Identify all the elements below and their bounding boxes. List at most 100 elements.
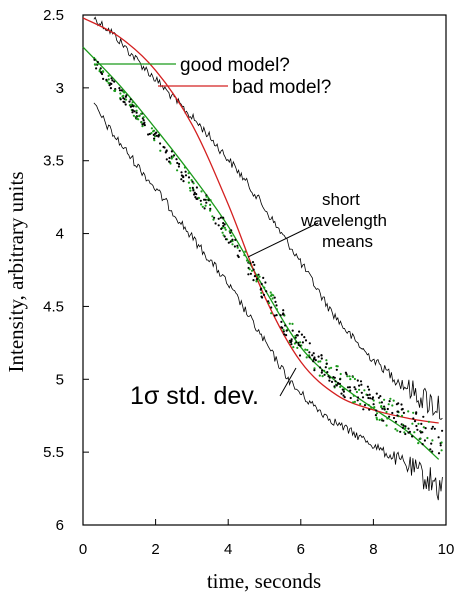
data-point [407, 431, 410, 434]
data-point [204, 204, 207, 207]
data-point [355, 390, 358, 394]
data-point [150, 132, 153, 135]
data-point [274, 300, 277, 303]
data-point [317, 355, 320, 358]
data-point [375, 416, 378, 419]
data-point [170, 150, 173, 153]
data-point [366, 385, 369, 388]
data-point [363, 404, 367, 407]
data-point [93, 56, 96, 60]
x-axis-ticks: 0 2 4 6 8 10 [79, 519, 454, 558]
data-point [180, 178, 183, 181]
data-point [367, 396, 370, 400]
data-point [132, 114, 135, 117]
data-point [270, 293, 273, 296]
data-point [412, 411, 415, 414]
lower-band-line [93, 102, 443, 501]
data-point [252, 268, 255, 271]
data-point [348, 375, 351, 378]
data-point [204, 198, 207, 201]
data-point [404, 425, 407, 428]
data-point [217, 217, 220, 220]
data-point [191, 180, 194, 183]
data-point [337, 382, 340, 385]
data-point [187, 181, 190, 184]
data-point [119, 98, 122, 101]
data-point [353, 377, 356, 381]
data-point [197, 196, 201, 200]
data-point [236, 244, 239, 247]
data-point [195, 197, 198, 200]
data-point [326, 371, 329, 374]
data-point [377, 396, 380, 399]
data-point [269, 291, 272, 294]
data-point [335, 365, 338, 368]
data-point [289, 341, 292, 344]
data-point [187, 172, 190, 175]
data-point [404, 427, 407, 430]
data-point [396, 429, 399, 432]
data-point [352, 401, 355, 404]
data-point [110, 82, 113, 85]
data-point [323, 369, 326, 372]
data-point [107, 74, 110, 77]
data-point [135, 111, 138, 114]
data-point [285, 334, 288, 337]
data-point [352, 394, 355, 397]
data-point [273, 314, 276, 317]
data-point [404, 432, 407, 436]
data-point [180, 171, 183, 174]
data-point [328, 379, 331, 382]
data-point [324, 366, 327, 369]
data-point [325, 362, 328, 365]
data-point [159, 149, 162, 152]
data-point [313, 369, 316, 372]
good-model-curve [82, 46, 440, 460]
data-point [386, 407, 389, 411]
data-point [95, 67, 98, 70]
data-point [346, 375, 349, 378]
data-point [135, 109, 138, 112]
data-point [258, 275, 261, 278]
data-point [400, 414, 404, 417]
data-point [391, 404, 394, 407]
data-point [148, 132, 151, 136]
data-point [403, 431, 406, 434]
data-point [297, 343, 300, 346]
data-point [128, 100, 131, 103]
data-point [211, 215, 214, 218]
x-tick-label: 2 [151, 541, 159, 558]
data-point [169, 162, 172, 165]
data-point [120, 89, 123, 92]
data-point [431, 425, 434, 428]
data-point [273, 296, 276, 299]
data-point [265, 290, 268, 293]
data-point [270, 306, 273, 309]
data-point [401, 407, 404, 411]
data-point [267, 300, 270, 303]
data-point [370, 406, 373, 409]
data-point [141, 123, 144, 126]
data-point [372, 403, 375, 406]
y-tick-label: 3.5 [43, 153, 64, 170]
data-point [205, 201, 208, 204]
data-point [130, 103, 133, 106]
data-point [340, 392, 343, 395]
data-point [349, 378, 352, 381]
data-point [411, 422, 414, 425]
data-point [262, 276, 265, 279]
data-point [298, 330, 301, 333]
data-point [383, 408, 386, 411]
data-point [102, 70, 105, 73]
data-point [114, 89, 117, 92]
data-point [321, 375, 324, 378]
data-point [108, 84, 111, 87]
data-point [203, 207, 206, 210]
data-point [313, 367, 316, 370]
data-point [333, 385, 336, 388]
data-point [113, 80, 116, 83]
data-point [423, 439, 426, 442]
data-point [301, 341, 304, 344]
data-point [359, 402, 362, 406]
